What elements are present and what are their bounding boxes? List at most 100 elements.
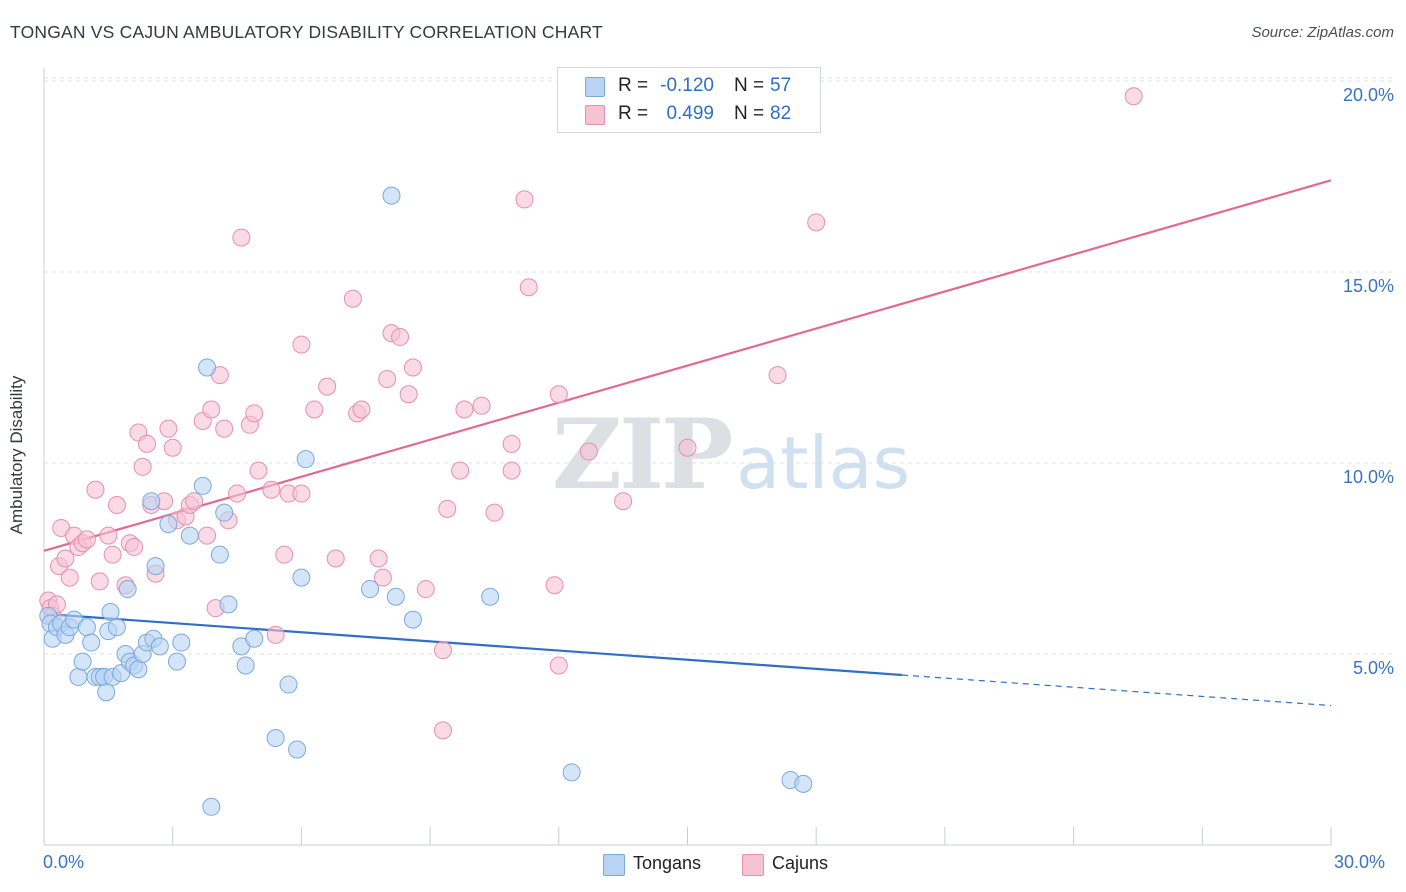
tongan-point (118, 580, 137, 599)
cajun-point (515, 190, 534, 209)
cajun-point (502, 461, 521, 480)
cajun-point (433, 641, 452, 660)
tongan-point (101, 602, 120, 621)
cajun-point (678, 438, 697, 457)
tongan-point (180, 526, 199, 545)
cajun-point (614, 492, 633, 511)
cajun-point (549, 385, 568, 404)
trend-layer (43, 179, 1332, 707)
cajuns-swatch (585, 105, 605, 125)
cajun-point (378, 369, 397, 388)
cajun-point (305, 400, 324, 419)
tongan-point (146, 557, 165, 576)
tongan-point (129, 660, 148, 679)
tongan-point (219, 595, 238, 614)
tongan-point (69, 667, 88, 686)
legend-swatch-cajuns (742, 854, 764, 876)
tongan-point (215, 503, 234, 522)
stats-row-tongans: R = -0.120 N = 57 (558, 72, 820, 102)
y-tick-label: 5.0% (1352, 658, 1394, 678)
stats-row-cajuns: R = 0.499 N = 82 (558, 100, 820, 130)
cajun-point (451, 461, 470, 480)
cajun-point (56, 549, 75, 568)
legend-label-tongans: Tongans (633, 853, 702, 873)
cajun-point (198, 526, 217, 545)
cajun-point (245, 404, 264, 423)
cajun-point (373, 568, 392, 587)
tongan-point (562, 763, 581, 782)
tongan-point (77, 618, 96, 637)
cajun-point (768, 366, 787, 385)
tongan-point (159, 515, 178, 534)
cajun-point (352, 400, 371, 419)
n-value: 82 (770, 103, 792, 124)
cajun-point (262, 480, 281, 499)
cajun-point (343, 289, 362, 308)
cajun-point (438, 499, 457, 518)
tongan-point (73, 652, 92, 671)
tongan-point (481, 587, 500, 606)
tongan-point (107, 618, 126, 637)
cajun-point (103, 545, 122, 564)
tongan-point (142, 492, 161, 511)
cajun-point (90, 572, 109, 591)
r-value: 0.499 (666, 103, 714, 124)
cajun-point (545, 576, 564, 595)
x-tick-label-right: 30.0% (1334, 852, 1386, 872)
cajun-point (107, 496, 126, 515)
axis-layer (43, 68, 1332, 846)
cajun-point (266, 625, 285, 644)
points-layer (39, 87, 1143, 816)
cajun-point (133, 457, 152, 476)
cajun-point (60, 568, 79, 587)
tongan-point (193, 476, 212, 495)
cajun-point (159, 419, 178, 438)
chart-title: TONGAN VS CAJUN AMBULATORY DISABILITY CO… (10, 22, 603, 42)
tongan-point (82, 633, 101, 652)
cajun-point (292, 484, 311, 503)
tongan-point (202, 797, 221, 816)
tongan-point (245, 629, 264, 648)
y-tick-label: 10.0% (1342, 467, 1394, 487)
cajun-point (472, 396, 491, 415)
tongan-point (794, 774, 813, 793)
tongan-point (382, 186, 401, 205)
tongan-point (361, 580, 380, 599)
tongan-point (266, 729, 285, 748)
tongan-point (150, 637, 169, 656)
cajun-point (292, 335, 311, 354)
cajun-point (502, 434, 521, 453)
tongan-point (236, 656, 255, 675)
stats-box: R = -0.120 N = 57 R = 0.499 N = 82 (557, 67, 821, 133)
r-value: -0.120 (660, 75, 714, 96)
cajun-point (318, 377, 337, 396)
legend-swatch-tongans (603, 854, 625, 876)
chart-source: Source: ZipAtlas.com (1251, 24, 1394, 41)
r-label: R = (618, 75, 649, 96)
cajun-point (99, 526, 118, 545)
cajun-point (433, 721, 452, 740)
cajun-point (403, 358, 422, 377)
cajun-point (77, 530, 96, 549)
cajun-point (185, 492, 204, 511)
cajun-point (579, 442, 598, 461)
cajun-point (125, 538, 144, 557)
tongan-point (288, 740, 307, 759)
tongan-point (279, 675, 298, 694)
cajun-point (485, 503, 504, 522)
cajun-point (215, 419, 234, 438)
cajun-point (519, 278, 538, 297)
tongan-point (210, 545, 229, 564)
cajun-point (163, 438, 182, 457)
cajun-point (326, 549, 345, 568)
cajun-point (137, 434, 156, 453)
tongan-point (403, 610, 422, 629)
tongan-point (386, 587, 405, 606)
cajun-point (399, 385, 418, 404)
y-tick-label: 15.0% (1342, 276, 1394, 296)
cajun-point (549, 656, 568, 675)
n-value: 57 (770, 75, 792, 96)
cajun-point (275, 545, 294, 564)
cajun-point (232, 228, 251, 247)
